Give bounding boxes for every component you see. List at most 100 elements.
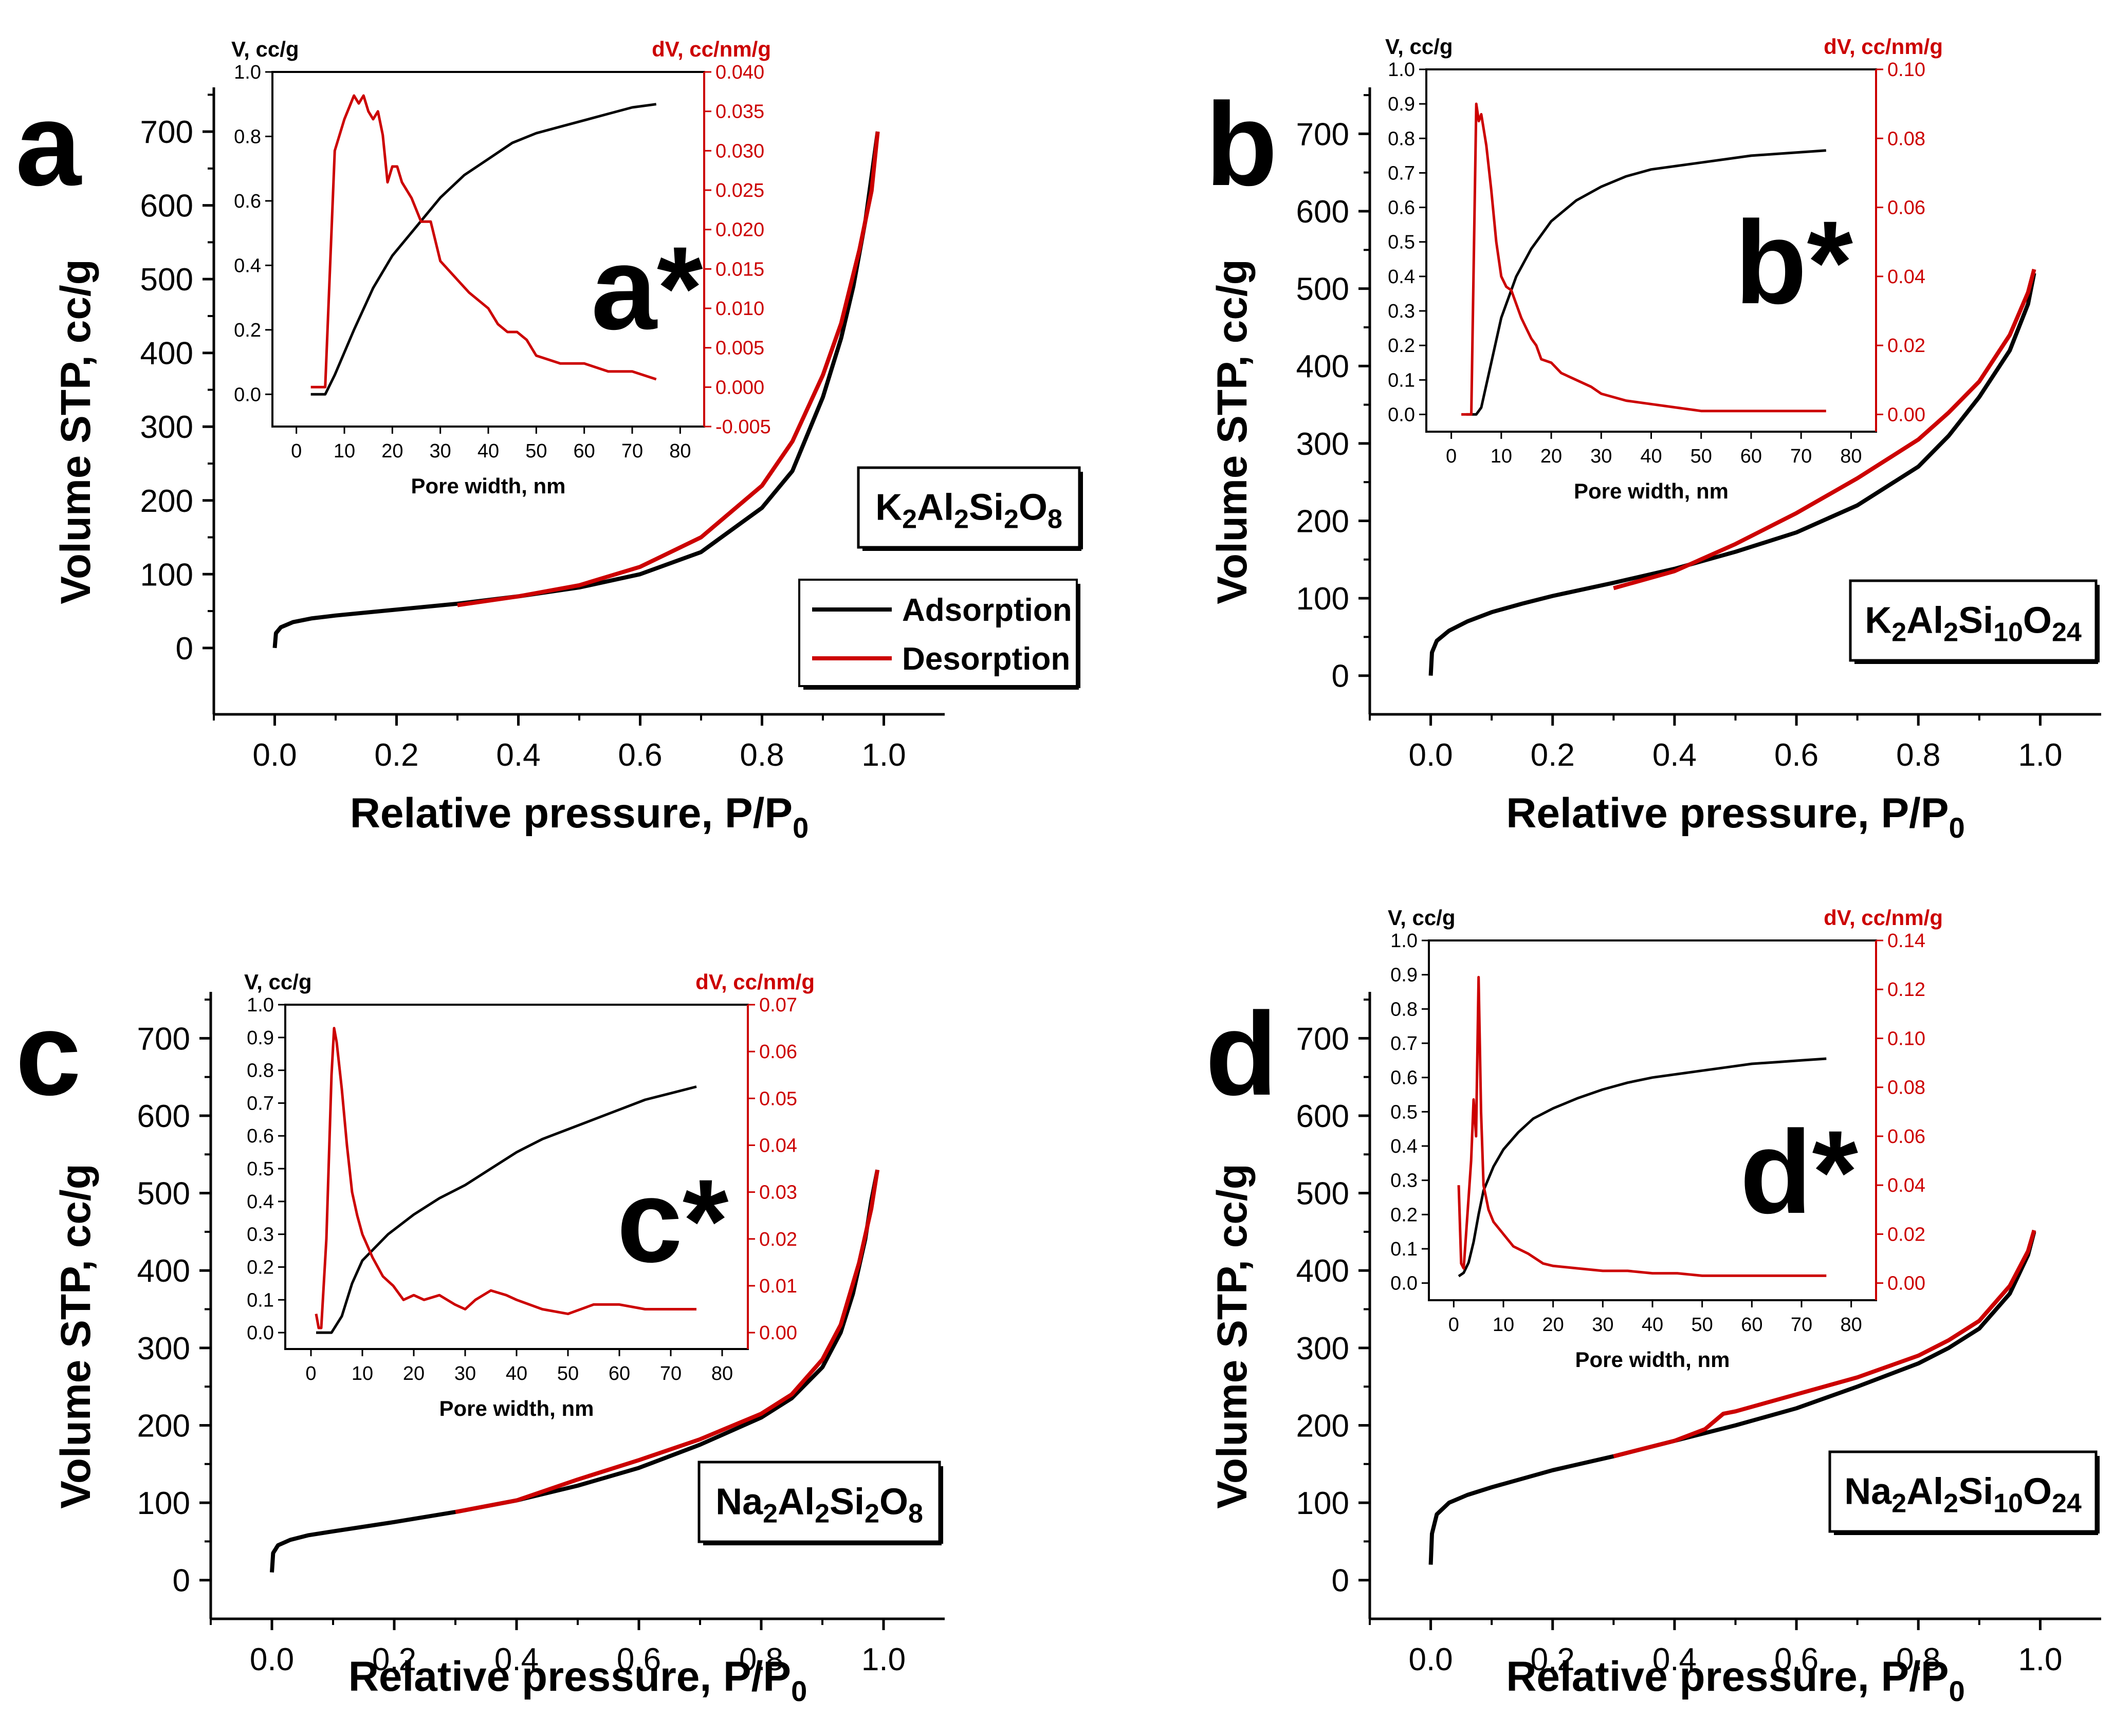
inset-y-left-tick-label: 0.6: [1388, 197, 1415, 219]
x-tick-label: 0.8: [1896, 737, 1940, 773]
inset-star-label: d*: [1740, 1106, 1858, 1238]
x-tick-label: 0.2: [374, 737, 418, 773]
formula-element: O: [2023, 1471, 2052, 1512]
inset-y-right-tick-label: 0.06: [1887, 197, 1925, 219]
inset-y-right-tick-label: 0.07: [759, 994, 797, 1016]
inset-y-left-tick-label: 0.8: [247, 1060, 274, 1082]
inset-y-right-tick-label: 0.10: [1887, 1028, 1925, 1049]
inset-x-tick-label: 10: [1493, 1314, 1514, 1336]
x-axis-title: Relative pressure, P/P0: [1506, 790, 1965, 844]
y-tick-label: 300: [1296, 427, 1349, 462]
x-tick-label: 0.6: [1774, 1642, 1818, 1677]
formula-label: K2Al2Si10O24: [1865, 600, 2082, 648]
inset-y-left-tick-label: 1.0: [1388, 59, 1415, 81]
inset-x-tick-label: 30: [430, 440, 451, 462]
formula-subscript: 8: [1048, 505, 1062, 534]
inset-x-tick-label: 10: [1491, 446, 1512, 467]
panel-a: a0.0 0.2 0.4 0.6 0.8 1.0010020030040050060070…: [15, 37, 1083, 844]
y-tick-label: 200: [1296, 504, 1349, 539]
formula-subscript: 2: [1891, 1489, 1906, 1519]
inset-x-tick-label: 20: [403, 1363, 425, 1384]
formula-subscript: 2: [902, 505, 917, 534]
legend-box: [798, 579, 1078, 687]
inset-y-left-title: V, cc/g: [244, 970, 312, 994]
inset-y-left-tick-label: 1.0: [1390, 930, 1418, 952]
y-tick-label: 300: [140, 410, 193, 445]
formula-subscript: 10: [1993, 618, 2023, 648]
inset-x-tick-label: 40: [506, 1363, 527, 1384]
x-axis-title-subscript: 0: [793, 811, 809, 844]
inset-y-right-tick-label: 0.04: [759, 1135, 797, 1156]
inset-x-tick-label: 40: [1640, 446, 1662, 467]
inset-y-left-tick-label: 0.1: [247, 1289, 274, 1311]
desorption-curve: [1613, 268, 2036, 590]
y-tick-label: 100: [1296, 1486, 1349, 1521]
panel-b: b0.0 0.2 0.4 0.6 0.8 1.0010020030040050060070…: [1205, 34, 2101, 844]
inset-y-left-tick-label: 0.0: [1388, 404, 1415, 426]
inset-y-right-tick-label: 0.030: [715, 140, 764, 162]
panel-letter: d: [1205, 988, 1278, 1120]
x-tick-label: 1.0: [2018, 1642, 2062, 1677]
inset-y-right-tick-label: 0.02: [1887, 335, 1925, 357]
inset-y-right-tick-label: 0.06: [759, 1041, 797, 1063]
adsorption-curve: [1428, 1231, 2036, 1565]
inset-x-tick-label: 70: [621, 440, 643, 462]
y-tick-label: 200: [137, 1408, 190, 1444]
formula-label: Na2Al2Si2O8: [715, 1482, 923, 1529]
inset-y-right-tick-label: 0.04: [1887, 1175, 1925, 1196]
inset-cumulative-volume-curve: [1458, 1057, 1827, 1278]
formula-box: [1849, 579, 2098, 662]
inset-x-tick-label: 60: [609, 1363, 630, 1384]
formula-element: Al: [917, 487, 954, 528]
inset-y-left-tick-label: 0.5: [1390, 1101, 1418, 1123]
y-tick-label: 500: [1296, 1176, 1349, 1212]
x-tick-label: 1.0: [861, 1642, 906, 1677]
inset-x-tick-label: 80: [669, 440, 691, 462]
inset-y-right-title: dV, cc/nm/g: [1824, 906, 1943, 930]
x-tick-label: 0.0: [250, 1642, 294, 1677]
x-tick-label: 0.8: [739, 1642, 783, 1677]
inset-y-left-title: V, cc/g: [1385, 34, 1453, 59]
inset-y-right-tick-label: 0.040: [715, 62, 764, 83]
x-tick-label: 0.4: [494, 1642, 539, 1677]
inset-y-left-tick-label: 0.2: [247, 1257, 274, 1278]
inset-y-right-tick-label: 0.10: [1887, 59, 1925, 81]
inset-frame: [1425, 68, 1877, 433]
inset-b: 0 10 20 30 40 50 60 70 80 0.0 0.1 0.2 0.3 0.4 0.5 0.6 0.…: [1385, 34, 1943, 503]
x-tick-label: 0.2: [1531, 1642, 1575, 1677]
y-tick-label: 200: [1296, 1408, 1349, 1444]
inset-y-left-tick-label: 0.5: [247, 1158, 274, 1180]
x-tick-label: 0.4: [1652, 737, 1697, 773]
x-tick-label: 0.2: [1531, 737, 1575, 773]
inset-y-right-tick-label: 0.02: [1887, 1224, 1925, 1245]
inset-y-right-tick-label: -0.005: [715, 416, 771, 438]
x-tick-label: 0.6: [617, 1642, 661, 1677]
formula-subscript: 24: [2052, 618, 2082, 648]
y-tick-label: 500: [137, 1176, 190, 1212]
inset-x-tick-label: 20: [1542, 1314, 1564, 1336]
y-tick-label: 700: [1296, 1021, 1349, 1057]
inset-y-left-tick-label: 0.6: [1390, 1067, 1418, 1089]
y-tick-label: 0: [1332, 659, 1349, 694]
y-tick-label: 0: [176, 631, 193, 667]
inset-x-tick-label: 50: [1692, 1314, 1713, 1336]
legend-adsorption-label: Adsorption: [902, 593, 1072, 628]
inset-y-right-tick-label: 0.00: [1887, 404, 1925, 426]
inset-y-left-tick-label: 0.8: [234, 126, 261, 147]
inset-x-tick-label: 30: [454, 1363, 476, 1384]
formula-element: Si: [1958, 600, 1993, 641]
desorption-curve: [455, 1169, 880, 1515]
inset-frame: [284, 1004, 749, 1350]
inset-y-left-tick-label: 0.6: [234, 191, 261, 212]
inset-x-tick-label: 20: [381, 440, 403, 462]
inset-y-left-tick-label: 0.7: [247, 1093, 274, 1114]
inset-y-left-tick-label: 0.6: [247, 1125, 274, 1147]
inset-y-left-tick-label: 0.9: [247, 1027, 274, 1049]
x-tick-label: 0.6: [1774, 737, 1818, 773]
x-axis-title-subscript: 0: [1949, 811, 1965, 844]
x-tick-label: 0.4: [1652, 1642, 1697, 1677]
x-tick-label: 0.8: [740, 737, 784, 773]
inset-y-right-title: dV, cc/nm/g: [1824, 34, 1943, 59]
inset-pore-size-distribution-curve: [1461, 102, 1826, 416]
formula-subscript: 2: [1891, 618, 1906, 648]
